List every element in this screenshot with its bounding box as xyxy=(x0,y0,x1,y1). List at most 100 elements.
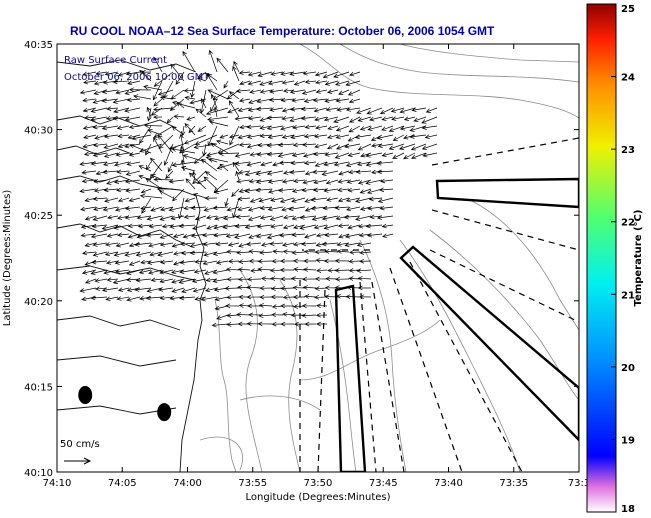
current-vector xyxy=(381,125,394,131)
current-vector xyxy=(324,80,339,86)
current-vector xyxy=(139,125,152,144)
current-vector xyxy=(413,116,427,123)
current-vector xyxy=(259,80,273,86)
current-vector xyxy=(171,278,185,284)
current-vector xyxy=(246,303,262,309)
current-vector xyxy=(403,116,416,121)
current-vector xyxy=(139,193,163,199)
current-vector xyxy=(299,224,317,230)
current-vector xyxy=(291,98,306,103)
current-vector xyxy=(93,206,108,212)
current-vector xyxy=(206,73,218,91)
current-vector xyxy=(347,89,361,96)
current-vector xyxy=(336,249,350,254)
current-vector xyxy=(115,89,130,95)
x-tick-label: 73:3 xyxy=(568,478,590,489)
current-vector xyxy=(116,187,130,193)
current-vector xyxy=(114,260,130,265)
current-vector xyxy=(292,294,306,300)
current-vector xyxy=(260,161,273,167)
current-vector xyxy=(354,134,372,140)
current-vector xyxy=(289,89,306,95)
current-vector xyxy=(176,101,185,109)
y-tick-label: 40:15 xyxy=(24,382,53,393)
current-vector xyxy=(303,267,317,272)
current-vector xyxy=(136,233,152,239)
current-vector xyxy=(178,278,196,285)
current-vector xyxy=(344,233,361,239)
current-vector xyxy=(300,241,317,247)
current-vector xyxy=(90,107,108,114)
current-vector xyxy=(237,134,251,140)
colorbar-tick-label: 23 xyxy=(621,145,635,156)
current-vector xyxy=(357,179,372,185)
current-vector xyxy=(303,258,317,264)
station-dot xyxy=(157,403,172,422)
current-vector xyxy=(79,188,97,194)
current-vector xyxy=(139,296,152,301)
current-vector xyxy=(159,278,174,284)
current-vector xyxy=(212,278,229,284)
current-vector xyxy=(279,267,295,273)
radar-beam-lines xyxy=(299,137,579,472)
current-vector xyxy=(411,107,427,112)
current-vector xyxy=(327,89,339,94)
current-vector xyxy=(238,169,251,175)
current-vector xyxy=(157,251,174,257)
current-vector xyxy=(258,313,273,318)
current-vector xyxy=(182,233,196,239)
current-vector xyxy=(128,87,152,93)
current-vector xyxy=(216,314,229,320)
current-vector xyxy=(365,152,383,158)
current-vector xyxy=(225,303,240,309)
current-vector xyxy=(247,215,262,222)
current-vector xyxy=(266,115,284,121)
current-vector xyxy=(90,116,108,122)
current-vector xyxy=(304,294,317,299)
current-vector xyxy=(304,321,317,327)
current-vector xyxy=(293,258,306,264)
current-vector xyxy=(90,269,108,276)
current-vector xyxy=(345,197,361,203)
current-vector xyxy=(145,295,163,301)
current-vector xyxy=(206,215,218,220)
current-vector xyxy=(291,232,306,238)
current-vector xyxy=(304,124,317,130)
current-vector xyxy=(104,251,119,257)
current-vector xyxy=(83,151,97,157)
current-vector xyxy=(179,260,196,265)
current-vector xyxy=(411,152,427,160)
current-vector xyxy=(116,169,130,175)
current-vector xyxy=(337,197,350,203)
current-vector xyxy=(398,143,416,150)
current-vector xyxy=(300,106,317,112)
current-vector xyxy=(382,233,394,238)
current-vectors xyxy=(79,49,438,328)
current-vector xyxy=(399,125,416,131)
y-tick-label: 40:25 xyxy=(24,211,53,222)
current-vector xyxy=(371,169,383,175)
current-vector xyxy=(138,165,152,172)
current-vector xyxy=(140,188,152,194)
current-vector xyxy=(210,93,218,109)
current-vector xyxy=(171,147,196,154)
current-vector xyxy=(358,232,372,238)
current-vector xyxy=(293,224,306,230)
current-vector xyxy=(171,161,196,168)
current-vector xyxy=(125,71,141,76)
current-vector xyxy=(302,285,317,290)
colorbar xyxy=(586,3,617,513)
current-vector xyxy=(103,269,119,275)
current-vector xyxy=(153,125,174,138)
current-vector xyxy=(347,187,361,193)
current-vector xyxy=(84,215,97,221)
current-vector xyxy=(256,106,273,112)
current-vector xyxy=(292,285,306,291)
current-vector xyxy=(134,242,152,247)
current-vector xyxy=(84,242,97,248)
current-vector xyxy=(312,169,328,175)
current-vector xyxy=(381,223,394,229)
current-vector xyxy=(117,133,130,139)
current-vector xyxy=(93,142,108,148)
